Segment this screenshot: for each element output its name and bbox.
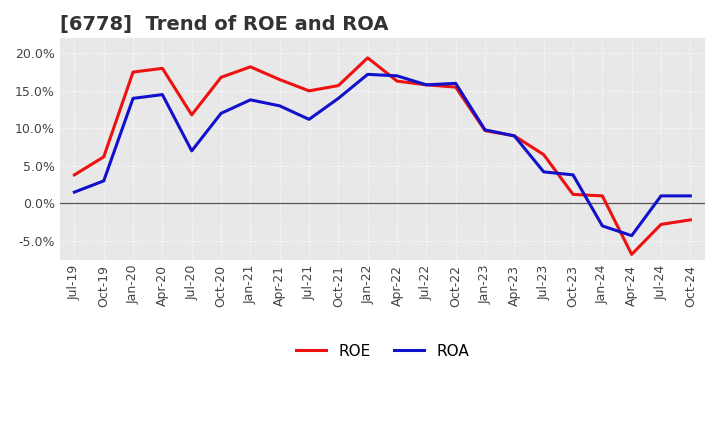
ROE [686, 217, 695, 223]
ROA [510, 133, 518, 139]
ROE [275, 77, 284, 82]
ROA [392, 73, 401, 78]
ROA [275, 103, 284, 109]
ROE [657, 222, 665, 227]
ROE [217, 75, 225, 80]
ROA [539, 169, 548, 175]
ROE [246, 64, 255, 70]
ROA [364, 72, 372, 77]
ROA [657, 193, 665, 198]
ROE [99, 154, 108, 160]
ROE [334, 83, 343, 88]
ROE [627, 252, 636, 257]
ROA [686, 193, 695, 198]
ROE [129, 70, 138, 75]
ROE [569, 192, 577, 197]
ROA [569, 172, 577, 177]
ROE [539, 152, 548, 157]
ROA [627, 233, 636, 238]
ROA [158, 92, 167, 97]
ROE [70, 172, 78, 177]
ROA [246, 97, 255, 103]
Text: [6778]  Trend of ROE and ROA: [6778] Trend of ROE and ROA [60, 15, 388, 34]
ROA [99, 178, 108, 183]
ROE [305, 88, 313, 93]
ROA [70, 190, 78, 195]
ROE [187, 112, 196, 117]
ROA [598, 223, 607, 228]
ROA [305, 117, 313, 122]
ROE [158, 66, 167, 71]
ROE [598, 193, 607, 198]
ROE [392, 78, 401, 84]
Legend: ROE, ROA: ROE, ROA [289, 338, 475, 365]
ROE [510, 133, 518, 139]
Line: ROA: ROA [74, 74, 690, 236]
ROA [334, 96, 343, 101]
ROA [187, 148, 196, 154]
ROA [422, 82, 431, 88]
ROE [364, 55, 372, 60]
ROA [217, 111, 225, 116]
ROA [481, 127, 490, 132]
ROA [129, 96, 138, 101]
Line: ROE: ROE [74, 58, 690, 254]
ROE [422, 82, 431, 88]
ROA [451, 81, 460, 86]
ROE [451, 84, 460, 90]
ROE [481, 128, 490, 133]
